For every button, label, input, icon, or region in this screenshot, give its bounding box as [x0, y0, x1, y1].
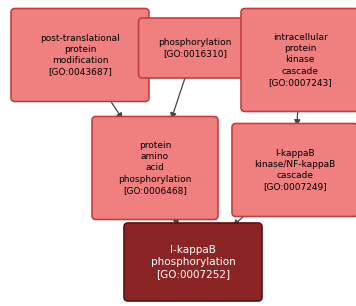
Text: intracellular
protein
kinase
cascade
[GO:0007243]: intracellular protein kinase cascade [GO… [268, 33, 332, 87]
Text: protein
amino
acid
phosphorylation
[GO:0006468]: protein amino acid phosphorylation [GO:0… [118, 141, 192, 195]
FancyBboxPatch shape [241, 9, 356, 111]
Text: post-translational
protein
modification
[GO:0043687]: post-translational protein modification … [40, 34, 120, 76]
Text: phosphorylation
[GO:0016310]: phosphorylation [GO:0016310] [158, 38, 232, 58]
FancyBboxPatch shape [124, 223, 262, 301]
FancyBboxPatch shape [138, 18, 251, 78]
FancyBboxPatch shape [232, 124, 356, 217]
Text: I-kappaB
kinase/NF-kappaB
cascade
[GO:0007249]: I-kappaB kinase/NF-kappaB cascade [GO:00… [255, 149, 336, 191]
FancyBboxPatch shape [92, 117, 218, 219]
Text: I-kappaB
phosphorylation
[GO:0007252]: I-kappaB phosphorylation [GO:0007252] [151, 244, 235, 279]
FancyBboxPatch shape [11, 9, 149, 102]
